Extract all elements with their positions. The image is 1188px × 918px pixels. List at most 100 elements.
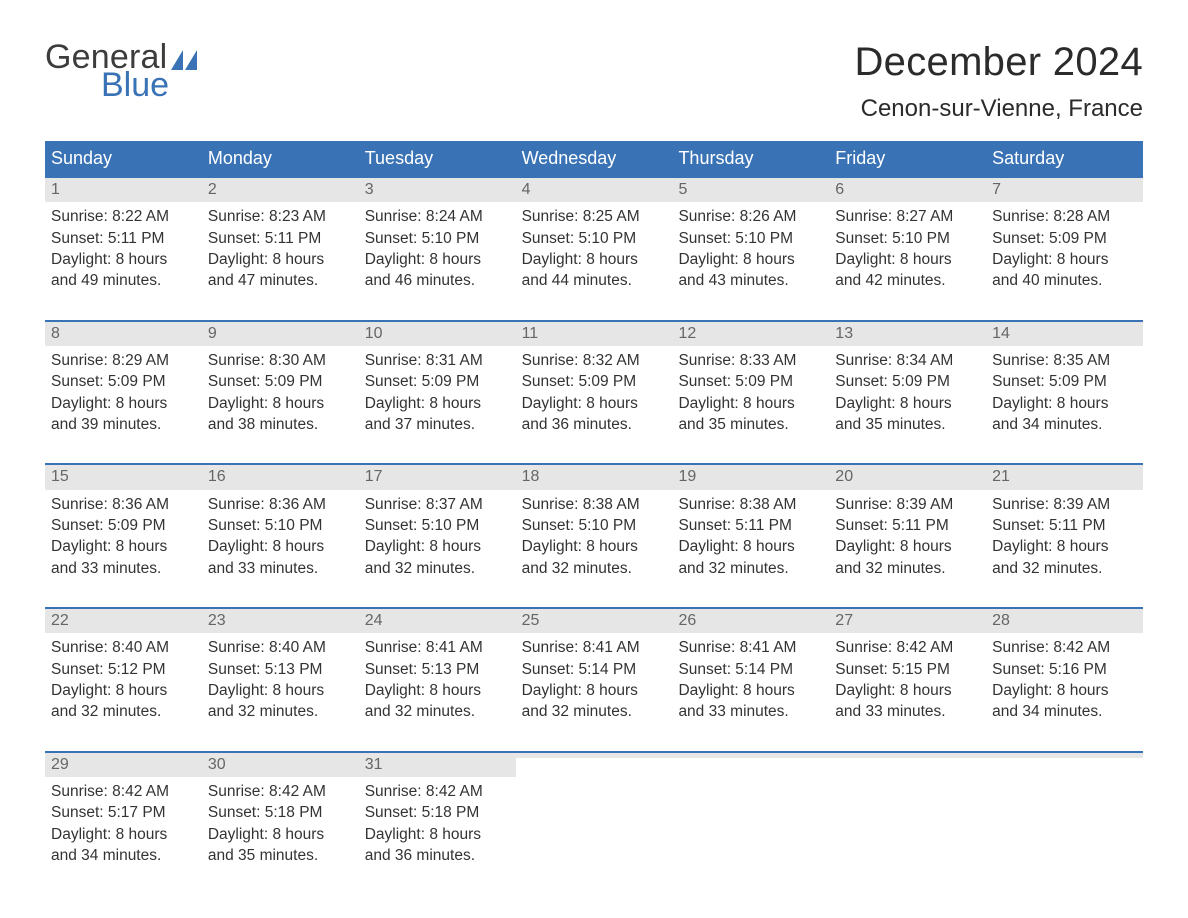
day-details: Sunrise: 8:42 AMSunset: 5:17 PMDaylight:… (45, 777, 202, 867)
sunset-text: Sunset: 5:12 PM (51, 659, 196, 680)
flag-icon (171, 50, 197, 70)
dl1-text: Daylight: 8 hours (522, 393, 667, 414)
dl1-text: Daylight: 8 hours (678, 249, 823, 270)
dl1-text: Daylight: 8 hours (365, 393, 510, 414)
day-details: Sunrise: 8:40 AMSunset: 5:12 PMDaylight:… (45, 633, 202, 723)
sunrise-text: Sunrise: 8:38 AM (522, 494, 667, 515)
sunrise-text: Sunrise: 8:22 AM (51, 206, 196, 227)
title-block: December 2024 Cenon-sur-Vienne, France (854, 40, 1143, 123)
sunset-text: Sunset: 5:10 PM (365, 515, 510, 536)
dl2-text: and 33 minutes. (51, 558, 196, 579)
day-number: 12 (672, 322, 829, 346)
sunrise-text: Sunrise: 8:34 AM (835, 350, 980, 371)
day-number (516, 753, 673, 758)
dl2-text: and 32 minutes. (365, 558, 510, 579)
calendar-cell: 1Sunrise: 8:22 AMSunset: 5:11 PMDaylight… (45, 178, 202, 306)
calendar-page: General Blue December 2024 Cenon-sur-Vie… (0, 0, 1188, 910)
dl1-text: Daylight: 8 hours (992, 249, 1137, 270)
day-number: 1 (45, 178, 202, 202)
day-number: 25 (516, 609, 673, 633)
calendar-cell: 29Sunrise: 8:42 AMSunset: 5:17 PMDayligh… (45, 753, 202, 881)
calendar-cell: 22Sunrise: 8:40 AMSunset: 5:12 PMDayligh… (45, 609, 202, 737)
dl2-text: and 35 minutes. (678, 414, 823, 435)
calendar-cell: 24Sunrise: 8:41 AMSunset: 5:13 PMDayligh… (359, 609, 516, 737)
day-details: Sunrise: 8:38 AMSunset: 5:11 PMDaylight:… (672, 490, 829, 580)
sunrise-text: Sunrise: 8:37 AM (365, 494, 510, 515)
sunrise-text: Sunrise: 8:42 AM (51, 781, 196, 802)
day-number: 24 (359, 609, 516, 633)
day-number: 4 (516, 178, 673, 202)
day-details: Sunrise: 8:22 AMSunset: 5:11 PMDaylight:… (45, 202, 202, 292)
dl1-text: Daylight: 8 hours (678, 680, 823, 701)
calendar-cell: 28Sunrise: 8:42 AMSunset: 5:16 PMDayligh… (986, 609, 1143, 737)
day-details: Sunrise: 8:25 AMSunset: 5:10 PMDaylight:… (516, 202, 673, 292)
calendar-cell: 20Sunrise: 8:39 AMSunset: 5:11 PMDayligh… (829, 465, 986, 593)
dl1-text: Daylight: 8 hours (992, 393, 1137, 414)
day-number: 28 (986, 609, 1143, 633)
sunset-text: Sunset: 5:18 PM (365, 802, 510, 823)
calendar-cell: 21Sunrise: 8:39 AMSunset: 5:11 PMDayligh… (986, 465, 1143, 593)
brand-logo: General Blue (45, 40, 197, 102)
day-number: 27 (829, 609, 986, 633)
dl1-text: Daylight: 8 hours (678, 393, 823, 414)
day-details: Sunrise: 8:39 AMSunset: 5:11 PMDaylight:… (829, 490, 986, 580)
dl1-text: Daylight: 8 hours (208, 824, 353, 845)
calendar-cell: 26 Sunrise: 8:41 AMSunset: 5:14 PMDayligh… (672, 609, 829, 737)
dl1-text: Daylight: 8 hours (208, 249, 353, 270)
calendar-cell: 4Sunrise: 8:25 AMSunset: 5:10 PMDaylight… (516, 178, 673, 306)
calendar-cell: 19Sunrise: 8:38 AMSunset: 5:11 PMDayligh… (672, 465, 829, 593)
sunset-text: Sunset: 5:13 PM (365, 659, 510, 680)
day-number (986, 753, 1143, 758)
day-details: Sunrise: 8:38 AMSunset: 5:10 PMDaylight:… (516, 490, 673, 580)
day-details: Sunrise: 8:36 AMSunset: 5:10 PMDaylight:… (202, 490, 359, 580)
sunset-text: Sunset: 5:09 PM (365, 371, 510, 392)
day-details: Sunrise: 8:39 AMSunset: 5:11 PMDaylight:… (986, 490, 1143, 580)
day-details: Sunrise: 8:42 AMSunset: 5:18 PMDaylight:… (202, 777, 359, 867)
dl1-text: Daylight: 8 hours (365, 824, 510, 845)
sunset-text: Sunset: 5:14 PM (678, 659, 823, 680)
day-details: Sunrise: 8:23 AMSunset: 5:11 PMDaylight:… (202, 202, 359, 292)
sunset-text: Sunset: 5:10 PM (835, 228, 980, 249)
day-details: Sunrise: 8:40 AMSunset: 5:13 PMDaylight:… (202, 633, 359, 723)
sunrise-text: Sunrise: 8:27 AM (835, 206, 980, 227)
sunset-text: Sunset: 5:09 PM (678, 371, 823, 392)
day-details: Sunrise: 8:26 AMSunset: 5:10 PMDaylight:… (672, 202, 829, 292)
sunrise-text: Sunrise: 8:25 AM (522, 206, 667, 227)
sunset-text: Sunset: 5:10 PM (522, 228, 667, 249)
dl2-text: and 40 minutes. (992, 270, 1137, 291)
day-number: 3 (359, 178, 516, 202)
day-header-wed: Wednesday (516, 141, 673, 176)
sunrise-text: Sunrise: 8:41 AM (678, 637, 823, 658)
sunset-text: Sunset: 5:11 PM (208, 228, 353, 249)
day-details: Sunrise: 8:28 AMSunset: 5:09 PMDaylight:… (986, 202, 1143, 292)
sunset-text: Sunset: 5:09 PM (51, 371, 196, 392)
dl1-text: Daylight: 8 hours (51, 824, 196, 845)
calendar-cell: 6Sunrise: 8:27 AMSunset: 5:10 PMDaylight… (829, 178, 986, 306)
day-details: Sunrise: 8:31 AMSunset: 5:09 PMDaylight:… (359, 346, 516, 436)
day-number: 23 (202, 609, 359, 633)
dl1-text: Daylight: 8 hours (678, 536, 823, 557)
dl2-text: and 37 minutes. (365, 414, 510, 435)
dl1-text: Daylight: 8 hours (522, 680, 667, 701)
day-details: Sunrise: 8:33 AMSunset: 5:09 PMDaylight:… (672, 346, 829, 436)
calendar-week: 29Sunrise: 8:42 AMSunset: 5:17 PMDayligh… (45, 751, 1143, 881)
day-number (829, 753, 986, 758)
day-details: Sunrise: 8:32 AMSunset: 5:09 PMDaylight:… (516, 346, 673, 436)
calendar-cell: 23Sunrise: 8:40 AMSunset: 5:13 PMDayligh… (202, 609, 359, 737)
day-details: Sunrise: 8:42 AMSunset: 5:18 PMDaylight:… (359, 777, 516, 867)
sunset-text: Sunset: 5:11 PM (678, 515, 823, 536)
calendar-cell: 9Sunrise: 8:30 AMSunset: 5:09 PMDaylight… (202, 322, 359, 450)
dl2-text: and 38 minutes. (208, 414, 353, 435)
day-details: Sunrise: 8:30 AMSunset: 5:09 PMDaylight:… (202, 346, 359, 436)
dl2-text: and 39 minutes. (51, 414, 196, 435)
dl2-text: and 33 minutes. (208, 558, 353, 579)
calendar-week: 22Sunrise: 8:40 AMSunset: 5:12 PMDayligh… (45, 607, 1143, 737)
calendar-cell: 13Sunrise: 8:34 AMSunset: 5:09 PMDayligh… (829, 322, 986, 450)
dl2-text: and 32 minutes. (208, 701, 353, 722)
day-number: 26 (672, 609, 829, 633)
page-header: General Blue December 2024 Cenon-sur-Vie… (45, 40, 1143, 123)
sunrise-text: Sunrise: 8:26 AM (678, 206, 823, 227)
dl2-text: and 34 minutes. (992, 414, 1137, 435)
sunrise-text: Sunrise: 8:36 AM (208, 494, 353, 515)
day-number: 16 (202, 465, 359, 489)
